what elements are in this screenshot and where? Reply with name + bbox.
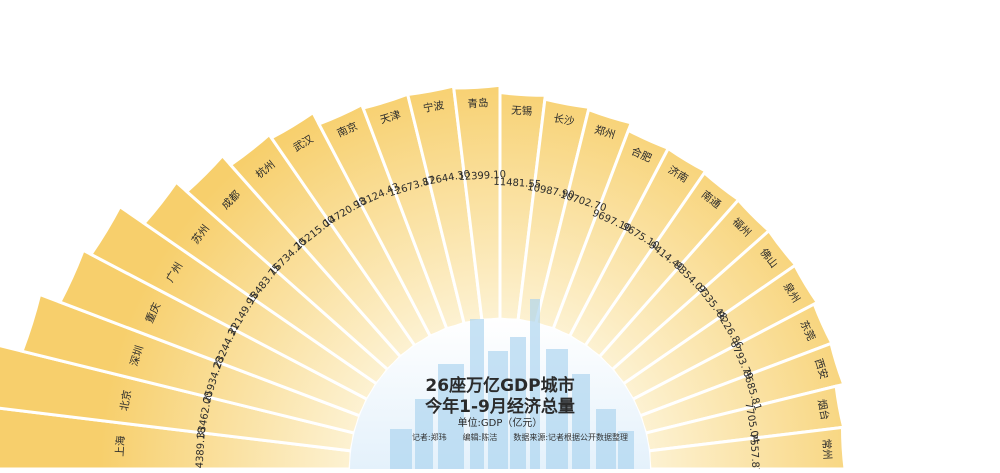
skyline-building [510,337,526,469]
city-label: 深圳 [128,344,146,368]
city-label: 无锡 [511,104,533,118]
city-label: 北京 [117,389,134,412]
credits-line: 记者:郑玮 编辑:陈洁 数据来源:记者根据公开数据整理 [350,432,690,443]
value-label: 34389.18 [194,427,208,469]
skyline-building [530,299,540,469]
skyline-building [438,364,464,469]
value-label: 12399.10 [458,169,506,183]
chart-unit: 单位:GDP（亿元） [457,418,543,429]
city-label: 烟台 [815,398,832,421]
city-skyline-illustration [350,299,650,469]
city-label: 宁波 [422,98,445,115]
skyline-building [572,374,590,469]
skyline-building [488,351,508,469]
skyline-building [596,409,616,469]
city-label: 常州 [820,438,834,460]
value-label: 11481.55 [493,177,541,191]
reporter-credit: 记者:郑玮 [411,433,447,442]
city-label: 西安 [812,357,831,381]
skyline-building [415,399,433,469]
value-label: 7557.87 [747,433,760,469]
skyline-building [390,429,412,469]
chart-title: 26座万亿GDP城市 [425,376,575,396]
chart-subtitle: 今年1-9月经济总量 [425,397,575,417]
city-label: 青岛 [467,96,489,110]
city-label: 郑州 [593,123,617,142]
skyline-building [618,431,634,469]
city-label: 长沙 [552,113,575,129]
city-label: 上海 [113,435,127,457]
skyline-building [546,349,568,469]
source-credit: 数据来源:记者根据公开数据整理 [513,433,629,442]
editor-credit: 编辑:陈洁 [462,433,498,442]
skyline-building [470,319,484,469]
